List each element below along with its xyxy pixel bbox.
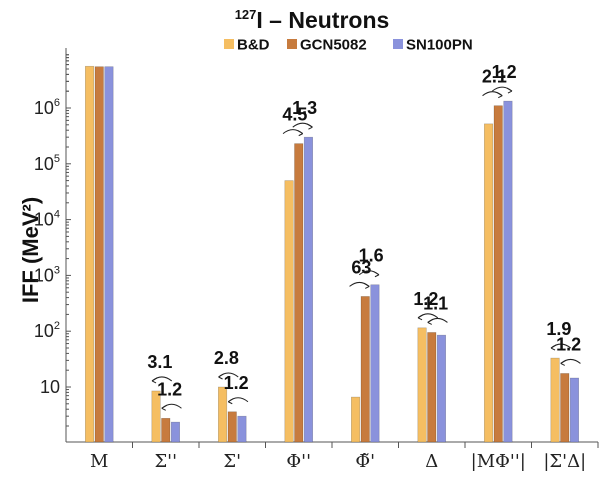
ratio-label: 1.2 bbox=[492, 62, 517, 82]
bar-gcn5082 bbox=[94, 66, 104, 443]
bar-b-d bbox=[417, 327, 427, 443]
bar-b-d bbox=[151, 390, 161, 443]
legend-swatch bbox=[393, 39, 403, 49]
bar-sn100pn bbox=[237, 415, 247, 443]
chart-legend: B&D GCN5082 SN100PN bbox=[224, 37, 473, 54]
legend-swatch bbox=[224, 39, 234, 49]
bars bbox=[85, 65, 580, 443]
bar-b-d bbox=[350, 396, 361, 443]
ratio-arrowhead bbox=[151, 377, 158, 384]
ratio-label: 1.2 bbox=[556, 334, 581, 354]
y-tick-label: 10 bbox=[40, 377, 60, 397]
ratio-arrowhead bbox=[227, 398, 234, 405]
y-tick-label: 103 bbox=[34, 264, 60, 285]
axes bbox=[65, 48, 598, 443]
ratio-label: 2.1 bbox=[482, 67, 507, 87]
bar-gcn5082 bbox=[493, 105, 503, 443]
x-tick-label: Σ'' bbox=[154, 451, 177, 472]
bar-b-d bbox=[284, 180, 294, 443]
bar-b-d bbox=[218, 386, 228, 443]
ratio-label: 1.2 bbox=[224, 373, 249, 393]
x-tick-label: |Σ'Δ| bbox=[543, 451, 586, 472]
bar-gcn5082 bbox=[427, 332, 437, 443]
ratio-label: 1.2 bbox=[413, 289, 438, 309]
x-tick-label: Φ'' bbox=[286, 451, 311, 472]
ratio-arrowhead bbox=[307, 123, 313, 130]
chart-title: 127I – Neutrons bbox=[235, 7, 390, 33]
legend-label: B&D bbox=[237, 37, 270, 54]
bar-sn100pn bbox=[569, 377, 580, 443]
bar-gcn5082 bbox=[560, 373, 570, 443]
bar-sn100pn bbox=[503, 100, 513, 443]
y-tick-label: 105 bbox=[34, 153, 60, 174]
bar-sn100pn bbox=[303, 136, 314, 443]
ratio-label: 63 bbox=[351, 257, 371, 277]
ratio-arrowhead bbox=[373, 271, 380, 278]
bar-b-d bbox=[550, 357, 560, 443]
bar-gcn5082 bbox=[294, 143, 304, 443]
ratio-label: 1.9 bbox=[546, 319, 571, 339]
y-axis-ticks: 10 102 103 104 105 106 bbox=[34, 54, 71, 427]
y-axis-label: IFF (MeV²) bbox=[18, 197, 43, 303]
x-tick-label: |MΦ''| bbox=[471, 451, 526, 472]
title-main: I – Neutrons bbox=[256, 7, 389, 33]
ratio-label: 4.5 bbox=[282, 105, 307, 125]
ratio-arrowhead bbox=[427, 319, 434, 325]
y-tick-label: 104 bbox=[34, 209, 60, 230]
bar-sn100pn bbox=[104, 66, 114, 443]
legend-label: SN100PN bbox=[406, 37, 473, 54]
x-tick-label: Φ̃' bbox=[355, 451, 375, 472]
ratio-arrowhead bbox=[218, 373, 224, 380]
bar-gcn5082 bbox=[161, 417, 171, 443]
ratio-arrowhead bbox=[550, 344, 557, 351]
bar-gcn5082 bbox=[227, 411, 237, 443]
ratio-label: 2.8 bbox=[214, 348, 239, 368]
title-superscript: 127 bbox=[235, 7, 257, 22]
ratio-label: 1.1 bbox=[423, 293, 448, 313]
bar-b-d bbox=[85, 65, 95, 443]
x-tick-label: Δ bbox=[425, 451, 438, 472]
bar-b-d bbox=[483, 123, 494, 443]
ratio-arrowhead bbox=[161, 404, 168, 411]
ratio-arrowhead bbox=[496, 92, 503, 99]
x-tick-label: M bbox=[90, 451, 108, 472]
y-tick-label: 102 bbox=[34, 320, 60, 341]
ratio-label: 3.1 bbox=[147, 352, 172, 372]
ratio-arrowhead bbox=[363, 282, 370, 289]
ratio-arrowhead bbox=[560, 360, 567, 366]
legend-label: GCN5082 bbox=[300, 37, 367, 54]
bar-gcn5082 bbox=[360, 296, 370, 443]
ratio-label: 1.3 bbox=[292, 98, 317, 118]
ratio-arrowhead bbox=[506, 87, 513, 94]
ratio-annotations: 3.11.22.81.24.51.3631.61.21.12.11.21.91.… bbox=[147, 62, 581, 411]
bar-sn100pn bbox=[170, 421, 180, 443]
x-tick-label: Σ' bbox=[223, 451, 241, 472]
bar-sn100pn bbox=[370, 284, 380, 443]
bar-sn100pn bbox=[436, 334, 447, 443]
ratio-label: 1.6 bbox=[359, 246, 384, 266]
x-axis-ticks: M Σ'' Σ' Φ'' Φ̃' Δ |MΦ''| |Σ'Δ| bbox=[90, 442, 599, 472]
y-tick-label: 106 bbox=[34, 97, 60, 118]
ratio-arrowhead bbox=[297, 130, 304, 137]
ratio-arrowhead bbox=[417, 314, 424, 321]
ratio-label: 1.2 bbox=[157, 379, 182, 399]
legend-swatch bbox=[287, 39, 297, 49]
